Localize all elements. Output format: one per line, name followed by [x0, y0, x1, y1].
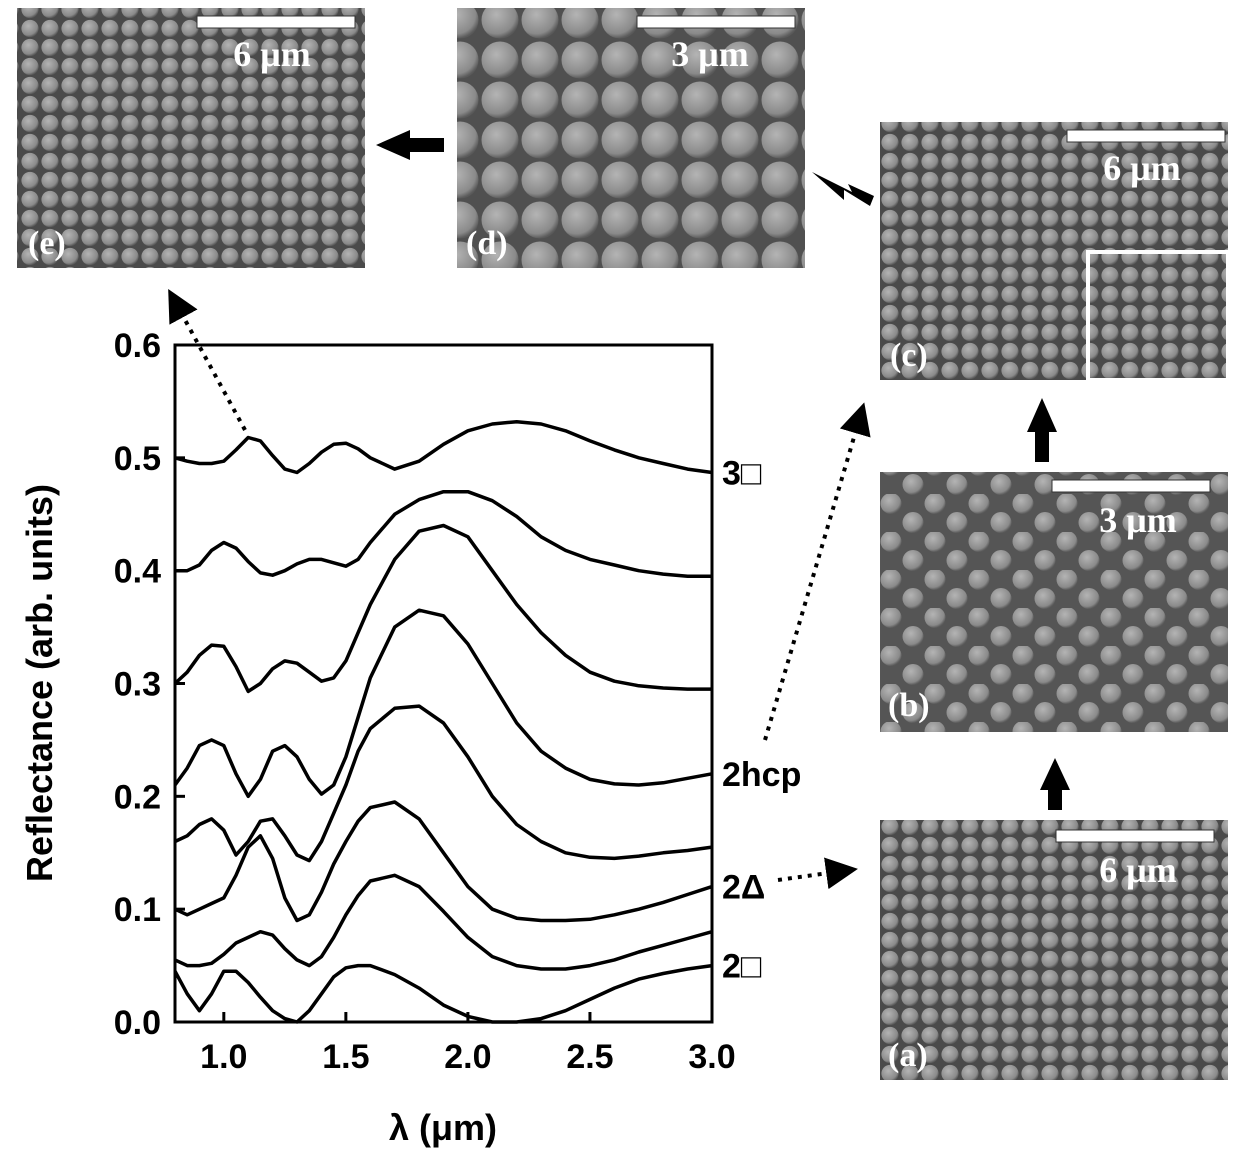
x-axis-title: λ (μm): [389, 1107, 497, 1148]
series-label: 2hcp: [722, 756, 801, 794]
panel-label: (a): [888, 1037, 928, 1074]
x-tick-label: 2.5: [566, 1038, 613, 1076]
x-tick-label: 3.0: [688, 1038, 735, 1076]
y-tick-label: 0.6: [114, 327, 161, 365]
panel-e: 6 μm (e): [17, 8, 365, 268]
sem-image: [17, 8, 365, 268]
x-tick-label: 1.5: [322, 1038, 369, 1076]
arrow: [1027, 398, 1057, 462]
scale-bar: [1051, 479, 1211, 493]
sem-image: [880, 472, 1228, 732]
scale-label: 6 μm: [1099, 850, 1176, 890]
panel-c: 6 μm (c): [880, 122, 1230, 382]
panel-label: (b): [888, 687, 930, 724]
line-series: [174, 704, 713, 863]
y-tick-label: 0.5: [114, 440, 161, 478]
dotted-arrow: [777, 857, 858, 890]
dotted-arrow: [763, 402, 871, 741]
y-tick-label: 0.1: [114, 891, 161, 929]
arrow: [812, 172, 874, 206]
y-tick-label: 0.3: [114, 666, 161, 704]
dotted-arrows: [168, 288, 871, 890]
y-tick-label: 0.4: [114, 553, 161, 591]
line-series: [173, 523, 712, 694]
scale-label: 6 μm: [233, 34, 310, 74]
series-label: 2□: [722, 948, 762, 986]
line-series: [175, 489, 712, 579]
scale-bar: [636, 15, 796, 29]
scale-bar: [1066, 129, 1226, 143]
arrow: [1040, 758, 1070, 810]
arrow: [376, 130, 444, 160]
line-series: [173, 963, 713, 1024]
panel-label: (d): [466, 225, 508, 262]
arrows: [376, 130, 1070, 810]
dotted-arrow: [168, 288, 247, 431]
y-tick-label: 0.2: [114, 778, 161, 816]
scale-label: 6 μm: [1103, 148, 1180, 188]
x-tick-label: 1.0: [200, 1038, 247, 1076]
scale-label: 3 μm: [1099, 500, 1176, 540]
line-series: [174, 419, 713, 475]
line-series: [174, 800, 713, 923]
series-label: 3□: [722, 455, 762, 493]
y-axis-title: Reflectance (arb. units): [19, 484, 60, 882]
panel-label: (e): [28, 225, 66, 262]
x-tick-label: 2.0: [444, 1038, 491, 1076]
panel-b: 3 μm (b): [880, 472, 1228, 732]
panel-d: 3 μm (d): [457, 8, 805, 268]
line-series: [173, 608, 713, 799]
chart: λ (μm) Reflectance (arb. units) 1.0 1.5 2.…: [19, 327, 801, 1148]
y-tick-label: 0.0: [114, 1004, 161, 1042]
scale-label: 3 μm: [671, 34, 748, 74]
panel-label: (c): [890, 337, 928, 374]
sem-image: [880, 820, 1228, 1080]
scale-bar: [1055, 829, 1215, 843]
panel-a: 6 μm (a): [880, 820, 1228, 1080]
line-series: [174, 873, 713, 971]
inset-image: [1086, 250, 1230, 382]
sem-image: [457, 8, 805, 268]
series-label: 2Δ: [722, 869, 765, 907]
scale-bar: [196, 15, 356, 29]
